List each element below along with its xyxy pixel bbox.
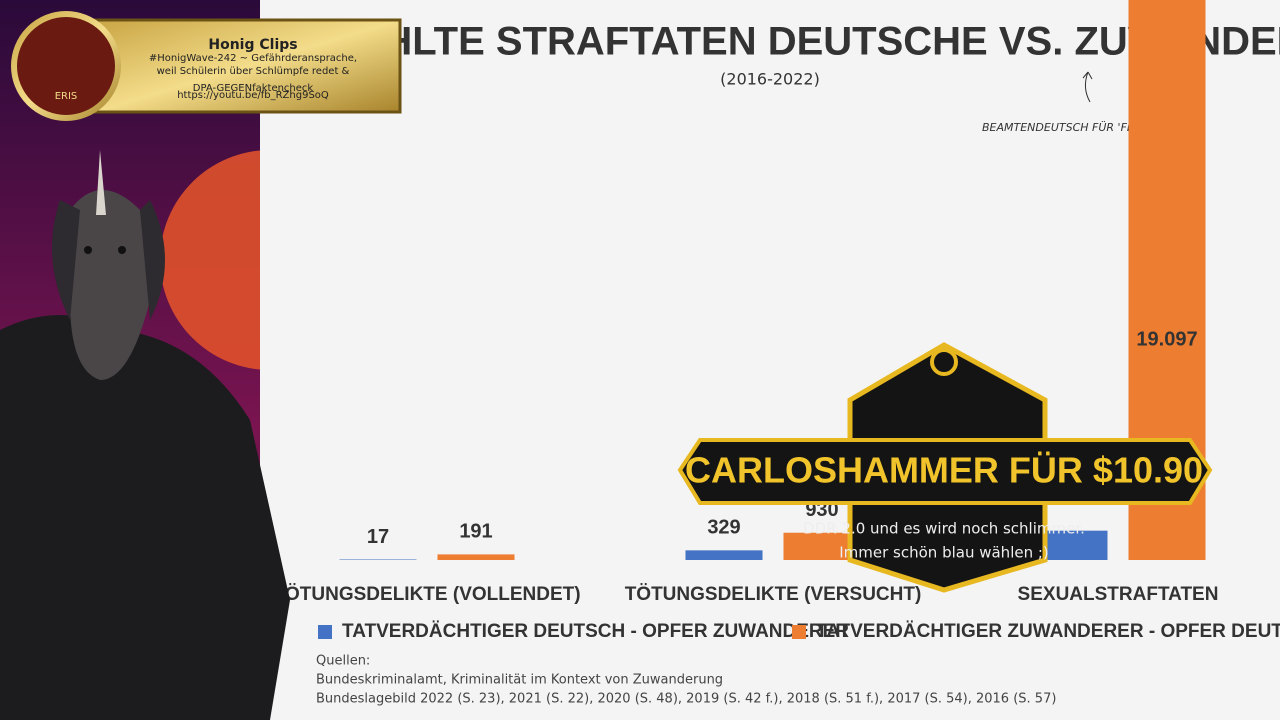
x-tick-label: SEXUALSTRAFTATEN — [1018, 584, 1219, 605]
chart-panel — [260, 0, 1280, 720]
description: https://youtu.be/fb_RZhg9SoQ — [177, 90, 329, 101]
legend-label: TATVERDÄCHTIGER DEUTSCH - OPFER ZUWANDER… — [342, 621, 849, 642]
donation-text: CARLOSHAMMER FÜR $10.90 — [685, 450, 1203, 491]
donation-message: Immer schön blau wählen ;) — [839, 544, 1049, 562]
legend-swatch — [318, 625, 332, 639]
data-label: 17 — [367, 526, 389, 548]
description: weil Schülerin über Schlümpfe redet & — [157, 66, 350, 77]
bar — [686, 550, 763, 560]
channel-name: Honig Clips — [208, 37, 297, 53]
logo-text: ERIS — [55, 91, 78, 102]
data-label: 191 — [459, 521, 492, 543]
legend-label: TATVERDÄCHTIGER ZUWANDERER - OPFER DEUTS… — [816, 621, 1280, 642]
source-line: Quellen: — [316, 654, 370, 669]
data-label: 19.097 — [1136, 328, 1197, 350]
x-tick-label: TÖTUNGSDELIKTE (VOLLENDET) — [273, 584, 580, 605]
source-line: Bundeskriminalamt, Kriminalität im Konte… — [316, 673, 723, 688]
logo — [14, 14, 118, 118]
chart-subtitle: (2016-2022) — [720, 70, 820, 89]
legend-swatch — [792, 625, 806, 639]
data-label: 329 — [707, 517, 740, 539]
chart-title: GEWÄHLTE STRAFTATEN DEUTSCHE VS. ZUWANDE… — [259, 20, 1280, 64]
donation-message: DDR 2.0 und es wird noch schlimmer. — [803, 520, 1085, 538]
source-line: Bundeslagebild 2022 (S. 23), 2021 (S. 22… — [316, 692, 1056, 707]
bar — [438, 554, 515, 560]
description: #HonigWave-242 ~ Gefährderansprache, — [149, 53, 357, 64]
x-tick-label: TÖTUNGSDELIKTE (VERSUCHT) — [625, 584, 922, 605]
